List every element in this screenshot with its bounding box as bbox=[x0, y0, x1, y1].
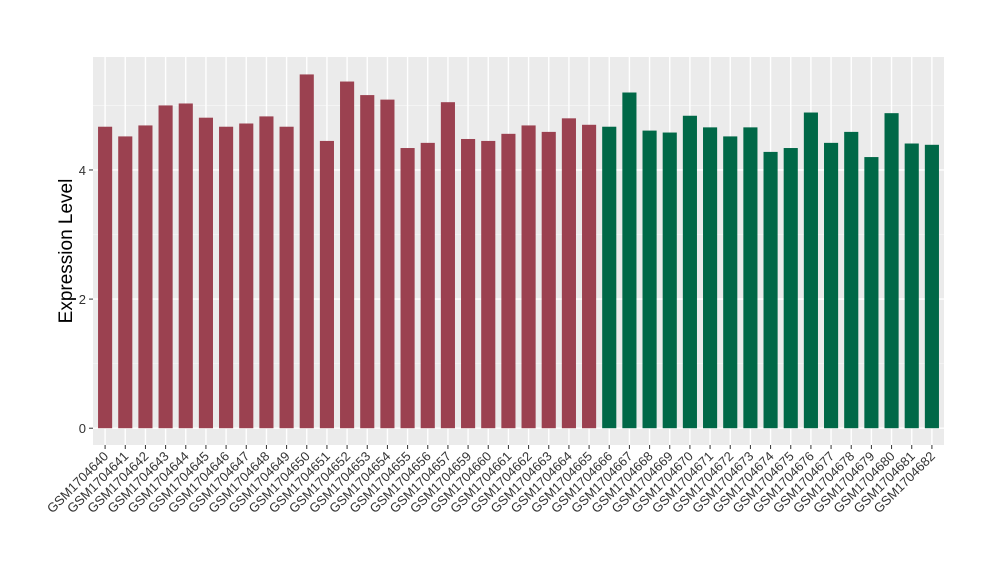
bar-GSM1704678 bbox=[844, 131, 859, 429]
bar-GSM1704644 bbox=[178, 103, 193, 429]
bar-GSM1704669 bbox=[662, 132, 677, 429]
bar-GSM1704650 bbox=[299, 74, 314, 429]
bar-GSM1704681 bbox=[904, 143, 919, 429]
bar-GSM1704647 bbox=[239, 123, 254, 429]
bar-GSM1704664 bbox=[561, 118, 576, 429]
y-axis-label: Expression Level bbox=[56, 179, 77, 324]
bar-GSM1704648 bbox=[259, 116, 274, 429]
bar-GSM1704645 bbox=[198, 117, 213, 429]
bar-GSM1704671 bbox=[703, 127, 718, 429]
bar-GSM1704665 bbox=[582, 124, 597, 429]
bar-GSM1704657 bbox=[440, 102, 455, 429]
bar-GSM1704653 bbox=[360, 95, 375, 429]
bar-GSM1704672 bbox=[723, 136, 738, 429]
bar-GSM1704682 bbox=[924, 144, 939, 429]
bar-GSM1704659 bbox=[461, 138, 476, 429]
bar-GSM1704679 bbox=[864, 157, 879, 429]
y-tick-label: 2 bbox=[79, 292, 86, 307]
bar-GSM1704656 bbox=[420, 142, 435, 429]
bar-GSM1704663 bbox=[541, 131, 556, 429]
bar-GSM1704668 bbox=[642, 130, 657, 429]
bar-GSM1704667 bbox=[622, 92, 637, 429]
bar-GSM1704660 bbox=[481, 140, 496, 429]
bar-GSM1704677 bbox=[824, 142, 839, 429]
plot-panel bbox=[93, 57, 944, 445]
bar-GSM1704673 bbox=[743, 127, 758, 429]
bar-GSM1704642 bbox=[138, 125, 153, 429]
bar-GSM1704662 bbox=[521, 125, 536, 429]
bar-GSM1704643 bbox=[158, 105, 173, 429]
bar-GSM1704674 bbox=[763, 151, 778, 429]
bar-GSM1704666 bbox=[602, 126, 617, 429]
bar-GSM1704680 bbox=[884, 113, 899, 429]
bar-GSM1704676 bbox=[803, 112, 818, 429]
bar-GSM1704670 bbox=[682, 115, 697, 429]
bar-GSM1704654 bbox=[380, 99, 395, 429]
bar-GSM1704640 bbox=[98, 126, 113, 429]
y-tick-label: 4 bbox=[79, 163, 86, 178]
bar-GSM1704675 bbox=[783, 148, 798, 429]
bar-GSM1704652 bbox=[340, 81, 355, 429]
bar-GSM1704649 bbox=[279, 126, 294, 429]
y-tick-label: 0 bbox=[79, 421, 86, 436]
bar-GSM1704646 bbox=[219, 126, 234, 429]
bar-GSM1704641 bbox=[118, 136, 133, 429]
bar-GSM1704651 bbox=[319, 140, 334, 429]
bar-GSM1704661 bbox=[501, 133, 516, 429]
bar-GSM1704655 bbox=[400, 148, 415, 429]
